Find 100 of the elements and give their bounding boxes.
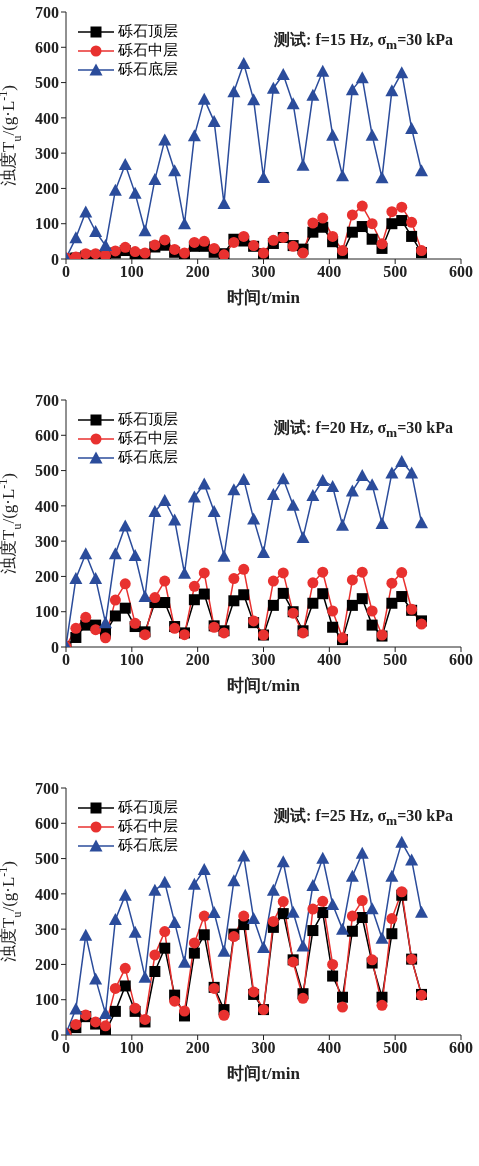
point (415, 164, 428, 177)
point (317, 221, 329, 233)
point (119, 962, 131, 974)
point (307, 903, 319, 915)
y-tick-label: 0 (51, 638, 59, 656)
point (326, 128, 340, 141)
point (139, 247, 151, 259)
point (316, 851, 330, 864)
legend-label: 砾石中层 (118, 41, 178, 60)
x-tick-label: 200 (185, 263, 210, 281)
y-tick-label: 100 (35, 603, 59, 621)
x-tick-label: 200 (185, 651, 210, 669)
point (237, 57, 251, 70)
point (317, 588, 329, 600)
point (386, 597, 398, 609)
point (405, 121, 419, 134)
point (307, 597, 319, 609)
point (336, 518, 349, 531)
point (276, 67, 290, 80)
point (207, 114, 221, 127)
point (345, 484, 359, 497)
x-tick-label: 600 (449, 1039, 473, 1057)
x-tick-label: 500 (383, 651, 408, 669)
point (336, 922, 349, 935)
point (188, 236, 200, 248)
y-tick-label: 200 (35, 956, 59, 974)
point (395, 454, 409, 467)
point (266, 883, 280, 896)
point (365, 902, 379, 915)
point (415, 905, 428, 918)
point (138, 590, 152, 603)
point (109, 594, 121, 606)
point (89, 572, 103, 585)
point (159, 926, 171, 938)
point (100, 632, 111, 644)
point (276, 472, 290, 485)
legend-label: 砾石中层 (118, 429, 178, 448)
x-tick-label: 100 (119, 651, 144, 669)
point (197, 477, 211, 490)
point (237, 472, 251, 485)
point (118, 157, 132, 170)
point (148, 173, 162, 186)
point (159, 942, 171, 954)
point (266, 488, 280, 501)
point (355, 846, 369, 859)
point (227, 85, 241, 98)
y-tick-label: 200 (35, 180, 59, 198)
point (217, 944, 231, 957)
point (89, 972, 103, 985)
point (119, 602, 131, 614)
point (366, 605, 378, 617)
point (198, 567, 210, 579)
point (376, 999, 388, 1011)
y-tick-label: 500 (35, 462, 59, 480)
point (277, 587, 289, 599)
point (297, 992, 309, 1004)
point (247, 912, 261, 925)
point (346, 925, 358, 937)
x-tick-label: 300 (251, 651, 276, 669)
point (327, 230, 339, 242)
point (149, 965, 161, 977)
point (307, 226, 319, 238)
point (159, 575, 171, 587)
point (169, 995, 181, 1007)
point (138, 970, 152, 983)
x-tick-label: 400 (317, 263, 342, 281)
y-tick-label: 700 (35, 779, 59, 797)
y-tick-label: 600 (35, 426, 59, 444)
point (99, 1006, 112, 1019)
x-axis-title: 时间t/min (227, 1064, 301, 1083)
point (218, 1009, 230, 1021)
point (80, 611, 92, 623)
point (375, 517, 389, 529)
y-tick-label: 100 (35, 215, 59, 233)
point (386, 577, 398, 589)
y-tick-label: 400 (35, 109, 59, 127)
point (89, 224, 103, 237)
point (237, 849, 251, 862)
x-axis-title: 时间t/min (227, 676, 301, 695)
point (208, 242, 220, 254)
point (238, 563, 250, 575)
point (406, 230, 418, 242)
x-tick-label: 100 (119, 1039, 144, 1057)
point (346, 574, 358, 586)
x-axis-title: 时间t/min (227, 288, 301, 307)
y-tick-label: 300 (35, 532, 59, 550)
point (187, 129, 201, 142)
point (158, 494, 172, 507)
point (405, 466, 419, 479)
point (99, 239, 112, 252)
point (365, 478, 379, 491)
point (326, 479, 340, 492)
point (99, 616, 112, 629)
point (356, 200, 368, 212)
point (396, 591, 408, 603)
point (188, 594, 200, 606)
point (128, 186, 142, 199)
point (128, 925, 142, 938)
y-tick-label: 200 (35, 568, 59, 586)
point (198, 929, 210, 941)
